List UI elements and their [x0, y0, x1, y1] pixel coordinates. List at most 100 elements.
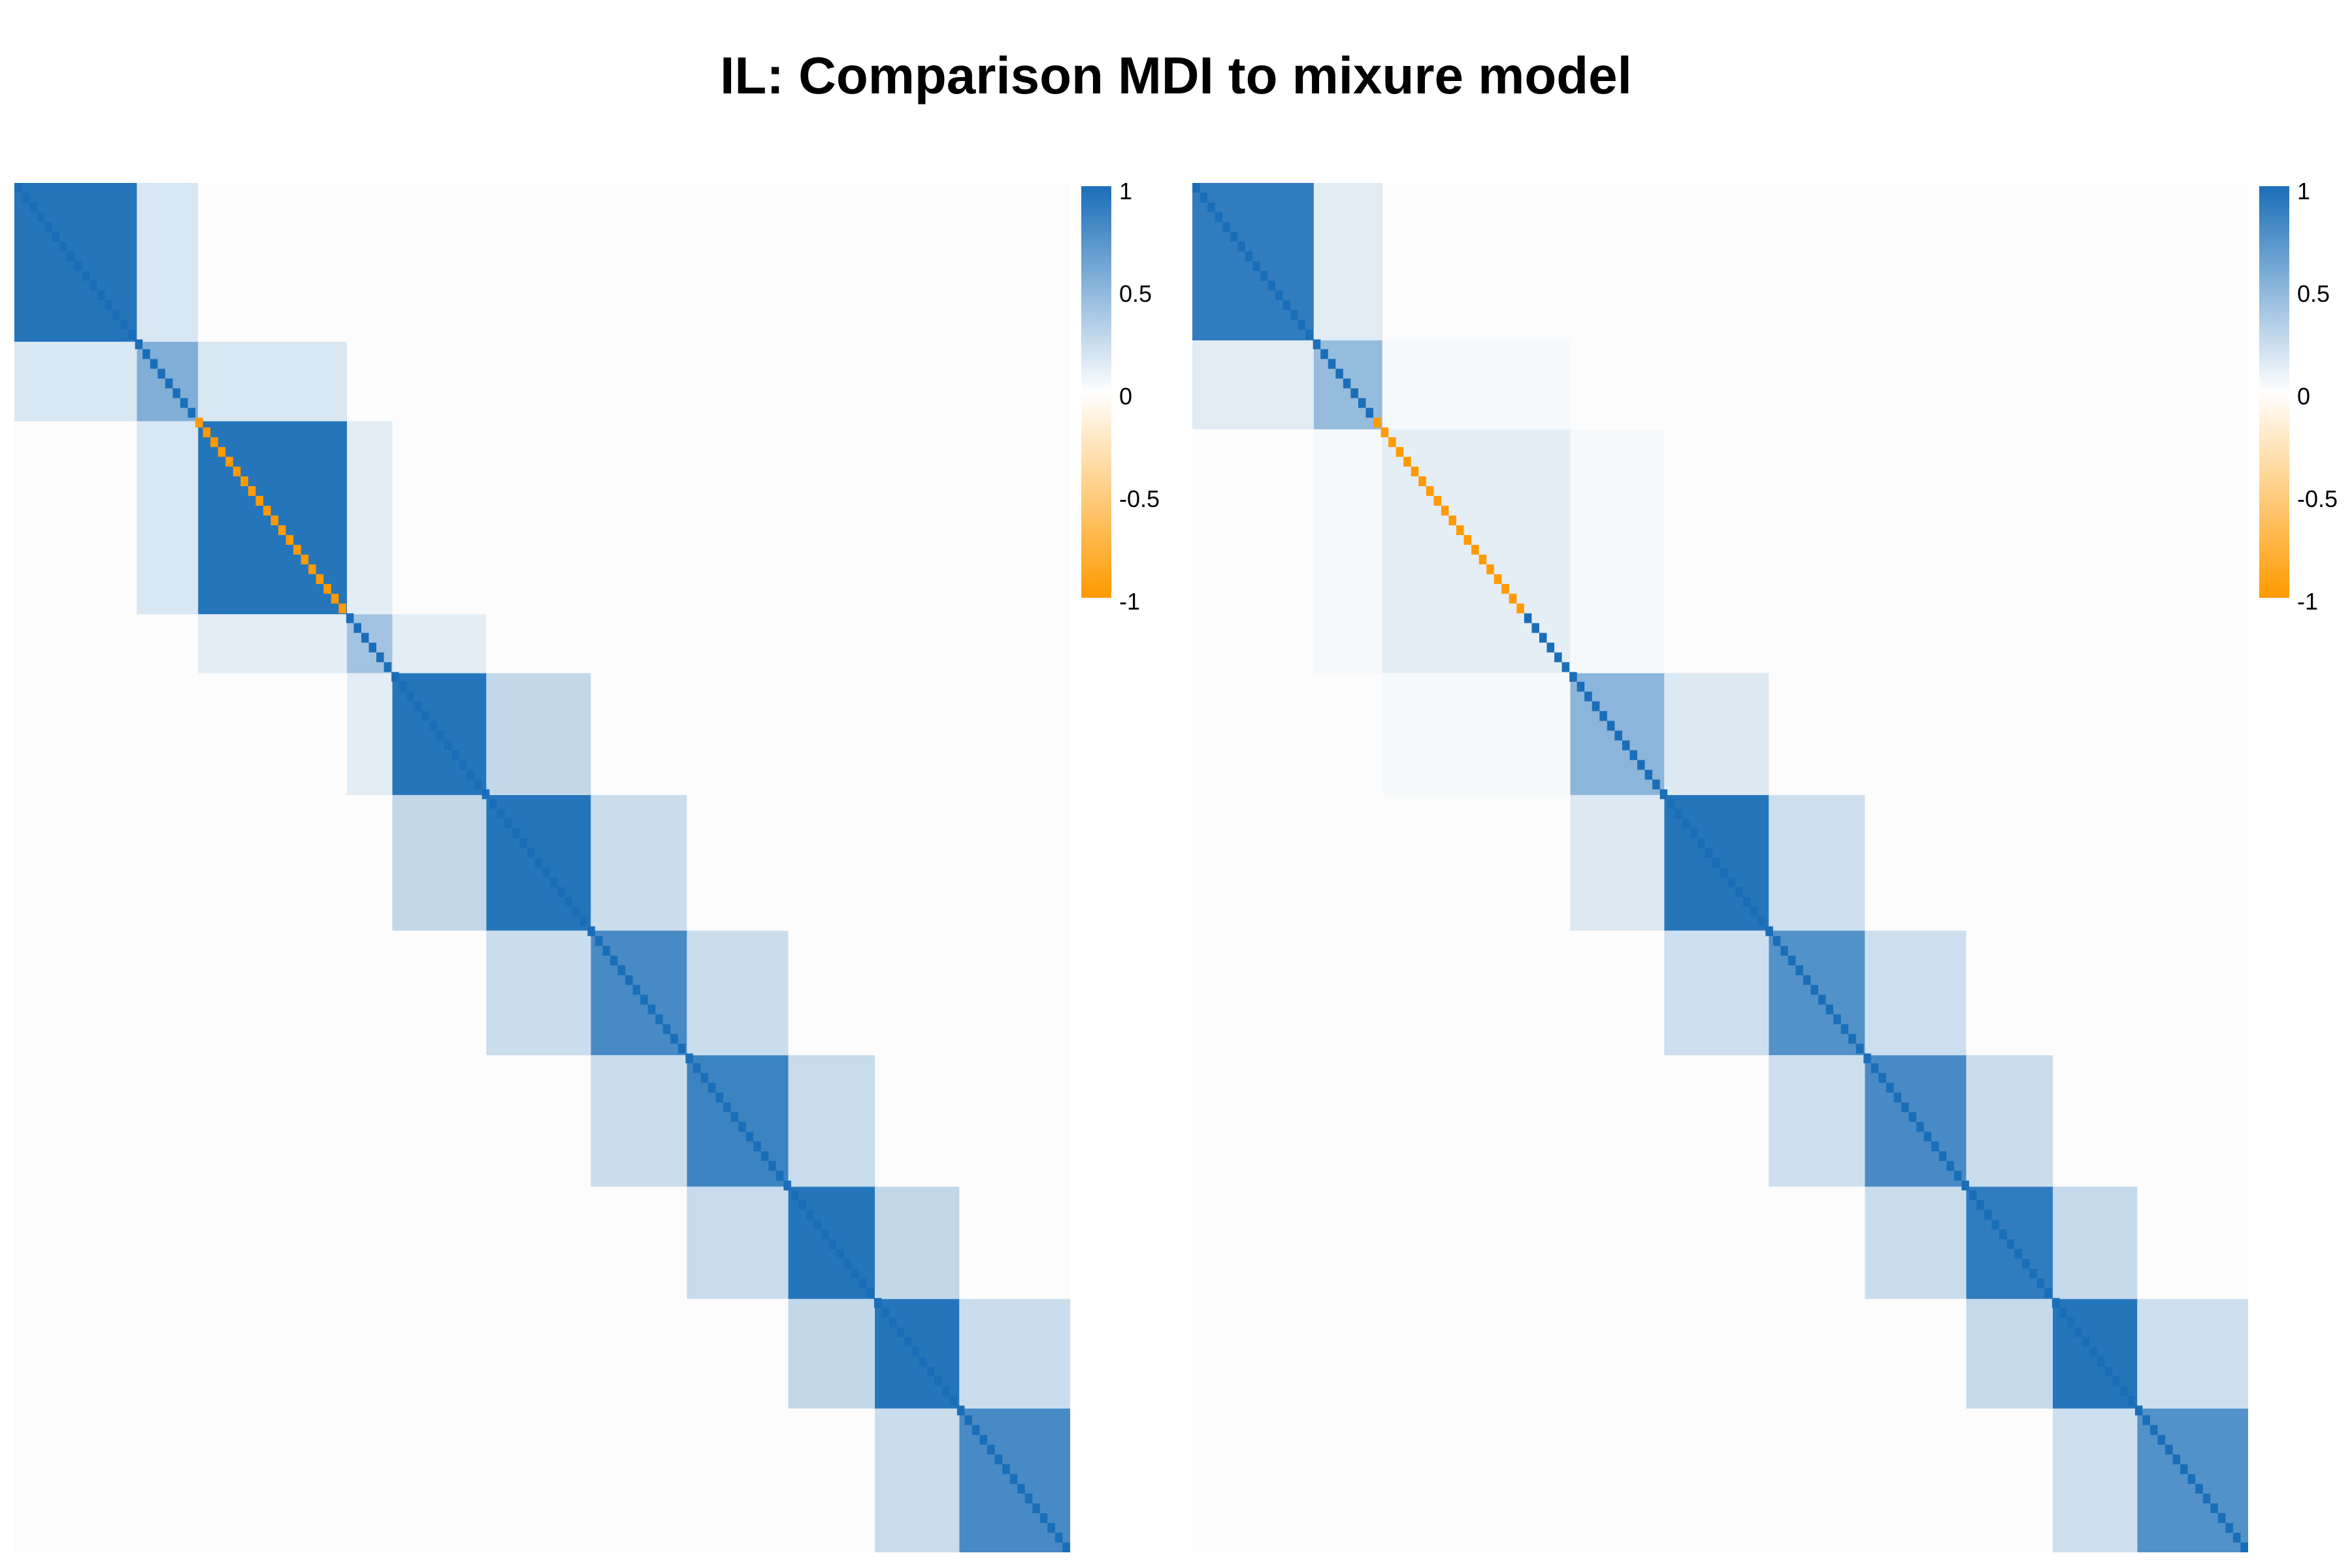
- diagonal-cell: [474, 779, 482, 790]
- diagonal-cell: [444, 740, 452, 751]
- heatmap-offblock: [687, 1186, 789, 1299]
- heatmap-offblock: [788, 1055, 875, 1187]
- heatmap-offblock: [2137, 1299, 2248, 1409]
- diagonal-cell: [836, 1249, 844, 1259]
- heatmap-offblock: [347, 673, 393, 795]
- diagonal-cell: [941, 1386, 950, 1396]
- diagonal-cell: [708, 1083, 716, 1093]
- diagonal-cell: [587, 926, 595, 936]
- diagonal-cell: [421, 711, 429, 721]
- heatmap-offblock: [137, 421, 199, 615]
- diagonal-cell: [572, 906, 580, 917]
- diagonal-cell: [1667, 799, 1675, 809]
- diagonal-cell: [934, 1376, 942, 1386]
- diagonal-cell-negative: [203, 427, 211, 438]
- diagonal-cell: [1230, 231, 1238, 242]
- heatmap-offblock: [486, 673, 591, 795]
- diagonal-cell: [44, 221, 52, 232]
- heatmap-offblock: [1865, 1186, 1967, 1299]
- diagonal-cell-negative: [1448, 515, 1456, 525]
- diagonal-cell-negative: [1501, 583, 1509, 594]
- diagonal-cell: [640, 994, 648, 1005]
- diagonal-cell: [2142, 1415, 2150, 1426]
- diagonal-cell: [368, 642, 377, 653]
- diagonal-cell: [753, 1141, 761, 1152]
- diagonal-cell: [459, 760, 467, 770]
- heatmap-offblock: [1382, 340, 1571, 430]
- diagonal-cell: [1886, 1083, 1894, 1093]
- diagonal-cell-negative: [270, 515, 278, 525]
- diagonal-cell-negative: [331, 593, 339, 604]
- diagonal-cell: [617, 965, 625, 975]
- diagonal-cell: [1968, 1190, 1977, 1201]
- diagonal-cell: [1999, 1229, 2007, 1239]
- diagonal-cell: [874, 1298, 882, 1308]
- diagonal-cell: [1637, 760, 1645, 770]
- diagonal-cell-negative: [316, 574, 324, 584]
- diagonal-cell: [693, 1063, 701, 1073]
- diagonal-cell: [745, 1132, 754, 1142]
- diagonal-cell-negative: [210, 437, 218, 448]
- diagonal-cell: [519, 838, 527, 849]
- diagonal-cell: [2104, 1366, 2113, 1377]
- diagonal-cell: [1697, 838, 1705, 849]
- heatmap-offblock: [1570, 429, 1665, 674]
- diagonal-cell: [926, 1366, 935, 1377]
- diagonal-cell: [353, 623, 361, 633]
- diagonal-cell-negative: [293, 544, 301, 555]
- diagonal-cell: [1931, 1141, 1939, 1152]
- heatmap-offblock: [1664, 930, 1769, 1056]
- diagonal-cell-negative: [233, 466, 241, 477]
- diagonal-cell: [2195, 1484, 2203, 1494]
- diagonal-cell: [994, 1454, 1003, 1465]
- diagonal-cell: [406, 691, 414, 702]
- diagonal-cell: [52, 231, 60, 242]
- diagonal-cell: [172, 388, 180, 399]
- heatmap-offblock: [198, 614, 348, 674]
- diagonal-cell: [1584, 691, 1592, 702]
- diagonal-cell: [2225, 1523, 2233, 1533]
- diagonal-cell: [1652, 779, 1660, 790]
- diagonal-cell: [1062, 1543, 1070, 1552]
- diagonal-cell: [1599, 711, 1607, 721]
- diagonal-cell: [1524, 613, 1532, 623]
- diagonal-cell-negative: [278, 525, 286, 535]
- diagonal-cell: [1690, 828, 1698, 839]
- diagonal-cell: [715, 1092, 724, 1103]
- diagonal-cell-negative: [1388, 437, 1396, 448]
- diagonal-cell-negative: [1456, 525, 1464, 535]
- diagonal-cell: [557, 887, 565, 897]
- diagonal-cell: [361, 632, 369, 643]
- heatmap-offblock: [591, 1055, 687, 1187]
- diagonal-cell: [2059, 1307, 2067, 1318]
- diagonal-cell: [2051, 1298, 2060, 1308]
- diagonal-cell: [451, 750, 460, 760]
- diagonal-cell: [813, 1219, 822, 1230]
- diagonal-cell: [1614, 730, 1622, 741]
- diagonal-cell: [1298, 319, 1306, 330]
- diagonal-cell: [1938, 1151, 1947, 1162]
- diagonal-cell: [1290, 310, 1298, 320]
- colorbar: [1081, 186, 1111, 598]
- diagonal-cell: [1024, 1494, 1033, 1504]
- diagonal-cell: [1569, 672, 1577, 682]
- diagonal-cell-negative: [301, 554, 309, 564]
- diagonal-cell: [1546, 642, 1555, 653]
- diagonal-cell: [1313, 339, 1321, 350]
- legend-tick: 0: [2297, 383, 2311, 410]
- diagonal-cell: [595, 936, 603, 946]
- legend-tick: -0.5: [2297, 485, 2338, 512]
- diagonal-cell: [979, 1435, 988, 1445]
- diagonal-cell: [346, 613, 354, 623]
- diagonal-cell: [1825, 1004, 1834, 1015]
- diagonal-cell: [956, 1405, 965, 1416]
- diagonal-cell: [29, 202, 37, 212]
- diagonal-cell: [1622, 740, 1630, 751]
- diagonal-cell: [2232, 1533, 2241, 1543]
- diagonal-cell: [1192, 183, 1200, 193]
- diagonal-cell: [610, 955, 618, 966]
- diagonal-cell: [1539, 632, 1547, 643]
- diagonal-cell-negative: [338, 603, 346, 613]
- diagonal-cell-negative: [1516, 603, 1524, 613]
- diagonal-cell: [1032, 1503, 1040, 1514]
